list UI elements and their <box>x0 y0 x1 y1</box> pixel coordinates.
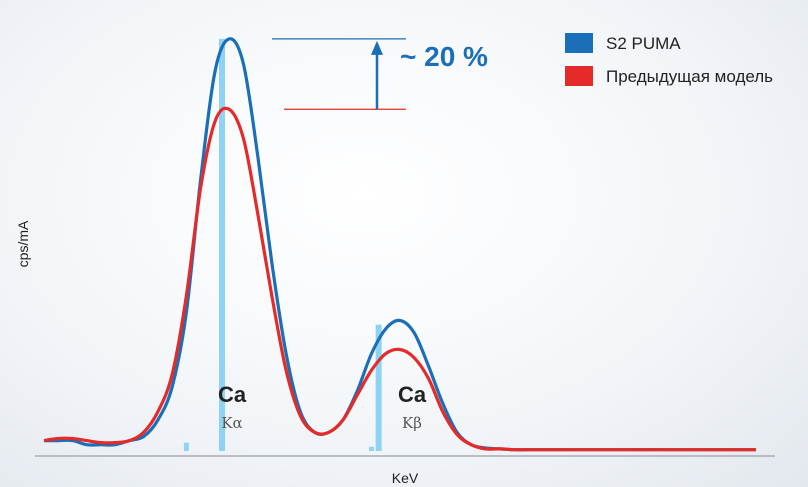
increase-percent-label: ~ 20 % <box>400 41 488 72</box>
kb-line-label: Kβ <box>402 414 422 432</box>
legend-label-s2-puma: S2 PUMA <box>606 34 681 53</box>
y-axis-label: cps/mA <box>15 220 31 267</box>
legend-item-s2-puma: S2 PUMA <box>565 33 681 53</box>
legend: S2 PUMA Предыдущая модель <box>565 33 773 86</box>
legend-swatch-previous-model <box>565 66 593 86</box>
series-line-previous-model <box>43 106 756 452</box>
element-line-marker-0 <box>219 38 225 451</box>
element-line-marker-2 <box>183 442 189 451</box>
ka-line-label: Kα <box>221 414 242 432</box>
kb-label-group: Ca Kβ <box>398 382 427 432</box>
ka-element-label: Ca <box>218 382 247 407</box>
ka-label-group: Ca Kα <box>218 382 247 432</box>
legend-label-previous-model: Предыдущая модель <box>606 67 773 86</box>
x-axis-label: KeV <box>392 470 419 486</box>
series-lines <box>43 37 756 452</box>
element-line-markers <box>183 38 382 451</box>
increase-arrow-head <box>371 40 383 55</box>
element-line-marker-1 <box>375 324 382 451</box>
legend-item-previous-model: Предыдущая модель <box>565 66 773 86</box>
element-line-marker-3 <box>369 446 375 451</box>
kb-element-label: Ca <box>398 382 427 407</box>
legend-swatch-s2-puma <box>565 33 593 53</box>
increase-annotation: ~ 20 % <box>272 38 488 110</box>
